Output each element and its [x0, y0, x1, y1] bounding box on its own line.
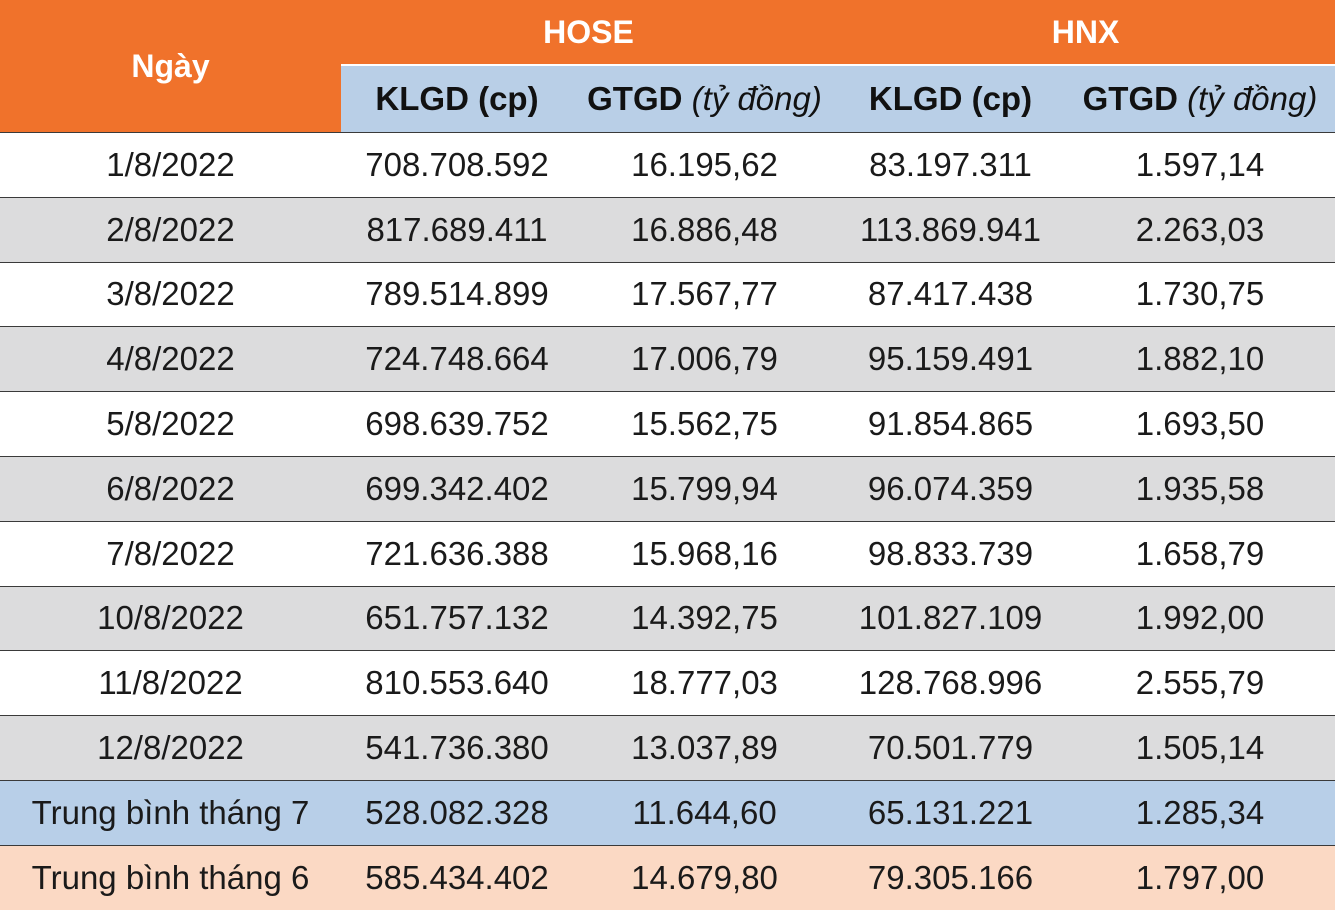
hose-gtgd-cell: 17.567,77 — [573, 261, 836, 327]
hose-klgd-cell: 528.082.328 — [341, 779, 573, 846]
hose-gtgd-cell: 16.886,48 — [573, 196, 836, 263]
table-row: 11/8/2022 810.553.640 18.777,03 128.768.… — [0, 650, 1335, 716]
average-label-cell: Trung bình tháng 7 — [0, 779, 341, 846]
hose-klgd-label: KLGD (cp) — [375, 80, 539, 117]
hnx-gtgd-cell: 1.935,58 — [1065, 455, 1335, 522]
hose-klgd-cell: 817.689.411 — [341, 196, 573, 263]
hose-klgd-cell: 708.708.592 — [341, 132, 573, 198]
hose-klgd-cell: 698.639.752 — [341, 391, 573, 457]
hose-gtgd-cell: 15.799,94 — [573, 455, 836, 522]
hnx-klgd-cell: 128.768.996 — [836, 650, 1065, 716]
table-row: 5/8/2022 698.639.752 15.562,75 91.854.86… — [0, 391, 1335, 457]
hnx-gtgd-header: GTGD (tỷ đồng) — [1065, 64, 1335, 133]
hnx-klgd-cell: 95.159.491 — [836, 326, 1065, 392]
table-body: 1/8/2022 708.708.592 16.195,62 83.197.31… — [0, 132, 1335, 910]
hnx-klgd-cell: 96.074.359 — [836, 455, 1065, 522]
hnx-gtgd-cell: 1.658,79 — [1065, 520, 1335, 587]
table-row: 7/8/2022 721.636.388 15.968,16 98.833.73… — [0, 520, 1335, 587]
hose-klgd-cell: 585.434.402 — [341, 844, 573, 910]
date-cell: 12/8/2022 — [0, 715, 341, 781]
hnx-gtgd-cell: 2.555,79 — [1065, 650, 1335, 716]
hnx-klgd-cell: 98.833.739 — [836, 520, 1065, 587]
date-cell: 4/8/2022 — [0, 326, 341, 392]
table-row: 2/8/2022 817.689.411 16.886,48 113.869.9… — [0, 196, 1335, 263]
date-cell: 6/8/2022 — [0, 455, 341, 522]
hose-klgd-cell: 721.636.388 — [341, 520, 573, 587]
date-cell: 1/8/2022 — [0, 132, 341, 198]
hose-gtgd-cell: 18.777,03 — [573, 650, 836, 716]
hose-klgd-cell: 651.757.132 — [341, 585, 573, 651]
hose-klgd-cell: 789.514.899 — [341, 261, 573, 327]
hnx-gtgd-cell: 1.285,34 — [1065, 779, 1335, 846]
hnx-gtgd-cell: 1.693,50 — [1065, 391, 1335, 457]
hose-klgd-cell: 724.748.664 — [341, 326, 573, 392]
hnx-gtgd-cell: 1.992,00 — [1065, 585, 1335, 651]
hnx-klgd-label: KLGD (cp) — [868, 80, 1033, 117]
average-row-month-7: Trung bình tháng 7 528.082.328 11.644,60… — [0, 779, 1335, 846]
table-row: 3/8/2022 789.514.899 17.567,77 87.417.43… — [0, 261, 1335, 327]
table-row: 10/8/2022 651.757.132 14.392,75 101.827.… — [0, 585, 1335, 651]
hnx-klgd-cell: 79.305.166 — [836, 844, 1065, 910]
hose-gtgd-cell: 11.644,60 — [573, 779, 836, 846]
hnx-klgd-cell: 113.869.941 — [836, 196, 1065, 263]
hose-klgd-header: KLGD (cp) — [341, 64, 573, 133]
average-row-month-6: Trung bình tháng 6 585.434.402 14.679,80… — [0, 844, 1335, 910]
hose-gtgd-cell: 14.392,75 — [573, 585, 836, 651]
hnx-gtgd-cell: 1.797,00 — [1065, 844, 1335, 910]
hnx-group-header: HNX — [836, 0, 1335, 65]
table-row: 4/8/2022 724.748.664 17.006,79 95.159.49… — [0, 326, 1335, 392]
hose-gtgd-cell: 16.195,62 — [573, 132, 836, 198]
date-cell: 3/8/2022 — [0, 261, 341, 327]
hose-klgd-cell: 541.736.380 — [341, 715, 573, 781]
hnx-klgd-header: KLGD (cp) — [836, 64, 1065, 133]
hnx-gtgd-cell: 1.730,75 — [1065, 261, 1335, 327]
date-column-header: Ngày — [0, 0, 341, 133]
hnx-gtgd-label: GTGD — [1082, 80, 1178, 117]
table-row: 12/8/2022 541.736.380 13.037,89 70.501.7… — [0, 715, 1335, 781]
hose-gtgd-header: GTGD (tỷ đồng) — [573, 64, 836, 133]
hnx-klgd-cell: 91.854.865 — [836, 391, 1065, 457]
average-label-cell: Trung bình tháng 6 — [0, 844, 341, 910]
date-cell: 5/8/2022 — [0, 391, 341, 457]
table-header: Ngày HOSE HNX KLGD (cp) GTGD (tỷ đồng) K… — [0, 0, 1335, 133]
hose-gtgd-cell: 17.006,79 — [573, 326, 836, 392]
hose-gtgd-label: GTGD — [587, 80, 683, 117]
date-cell: 7/8/2022 — [0, 520, 341, 587]
hose-klgd-cell: 699.342.402 — [341, 455, 573, 522]
date-cell: 2/8/2022 — [0, 196, 341, 263]
hnx-gtgd-unit: (tỷ đồng) — [1187, 80, 1318, 117]
table-row: 1/8/2022 708.708.592 16.195,62 83.197.31… — [0, 132, 1335, 198]
hose-gtgd-cell: 13.037,89 — [573, 715, 836, 781]
hose-klgd-cell: 810.553.640 — [341, 650, 573, 716]
date-cell: 10/8/2022 — [0, 585, 341, 651]
table-row: 6/8/2022 699.342.402 15.799,94 96.074.35… — [0, 455, 1335, 522]
hnx-klgd-cell: 101.827.109 — [836, 585, 1065, 651]
hose-gtgd-cell: 15.562,75 — [573, 391, 836, 457]
hose-group-header: HOSE — [341, 0, 836, 65]
hose-gtgd-cell: 14.679,80 — [573, 844, 836, 910]
hnx-klgd-cell: 83.197.311 — [836, 132, 1065, 198]
date-cell: 11/8/2022 — [0, 650, 341, 716]
hnx-gtgd-cell: 1.882,10 — [1065, 326, 1335, 392]
hnx-klgd-cell: 70.501.779 — [836, 715, 1065, 781]
hose-gtgd-unit: (tỷ đồng) — [691, 80, 822, 117]
hnx-gtgd-cell: 1.597,14 — [1065, 132, 1335, 198]
hnx-gtgd-cell: 1.505,14 — [1065, 715, 1335, 781]
hnx-gtgd-cell: 2.263,03 — [1065, 196, 1335, 263]
hose-gtgd-cell: 15.968,16 — [573, 520, 836, 587]
hnx-klgd-cell: 87.417.438 — [836, 261, 1065, 327]
hnx-klgd-cell: 65.131.221 — [836, 779, 1065, 846]
